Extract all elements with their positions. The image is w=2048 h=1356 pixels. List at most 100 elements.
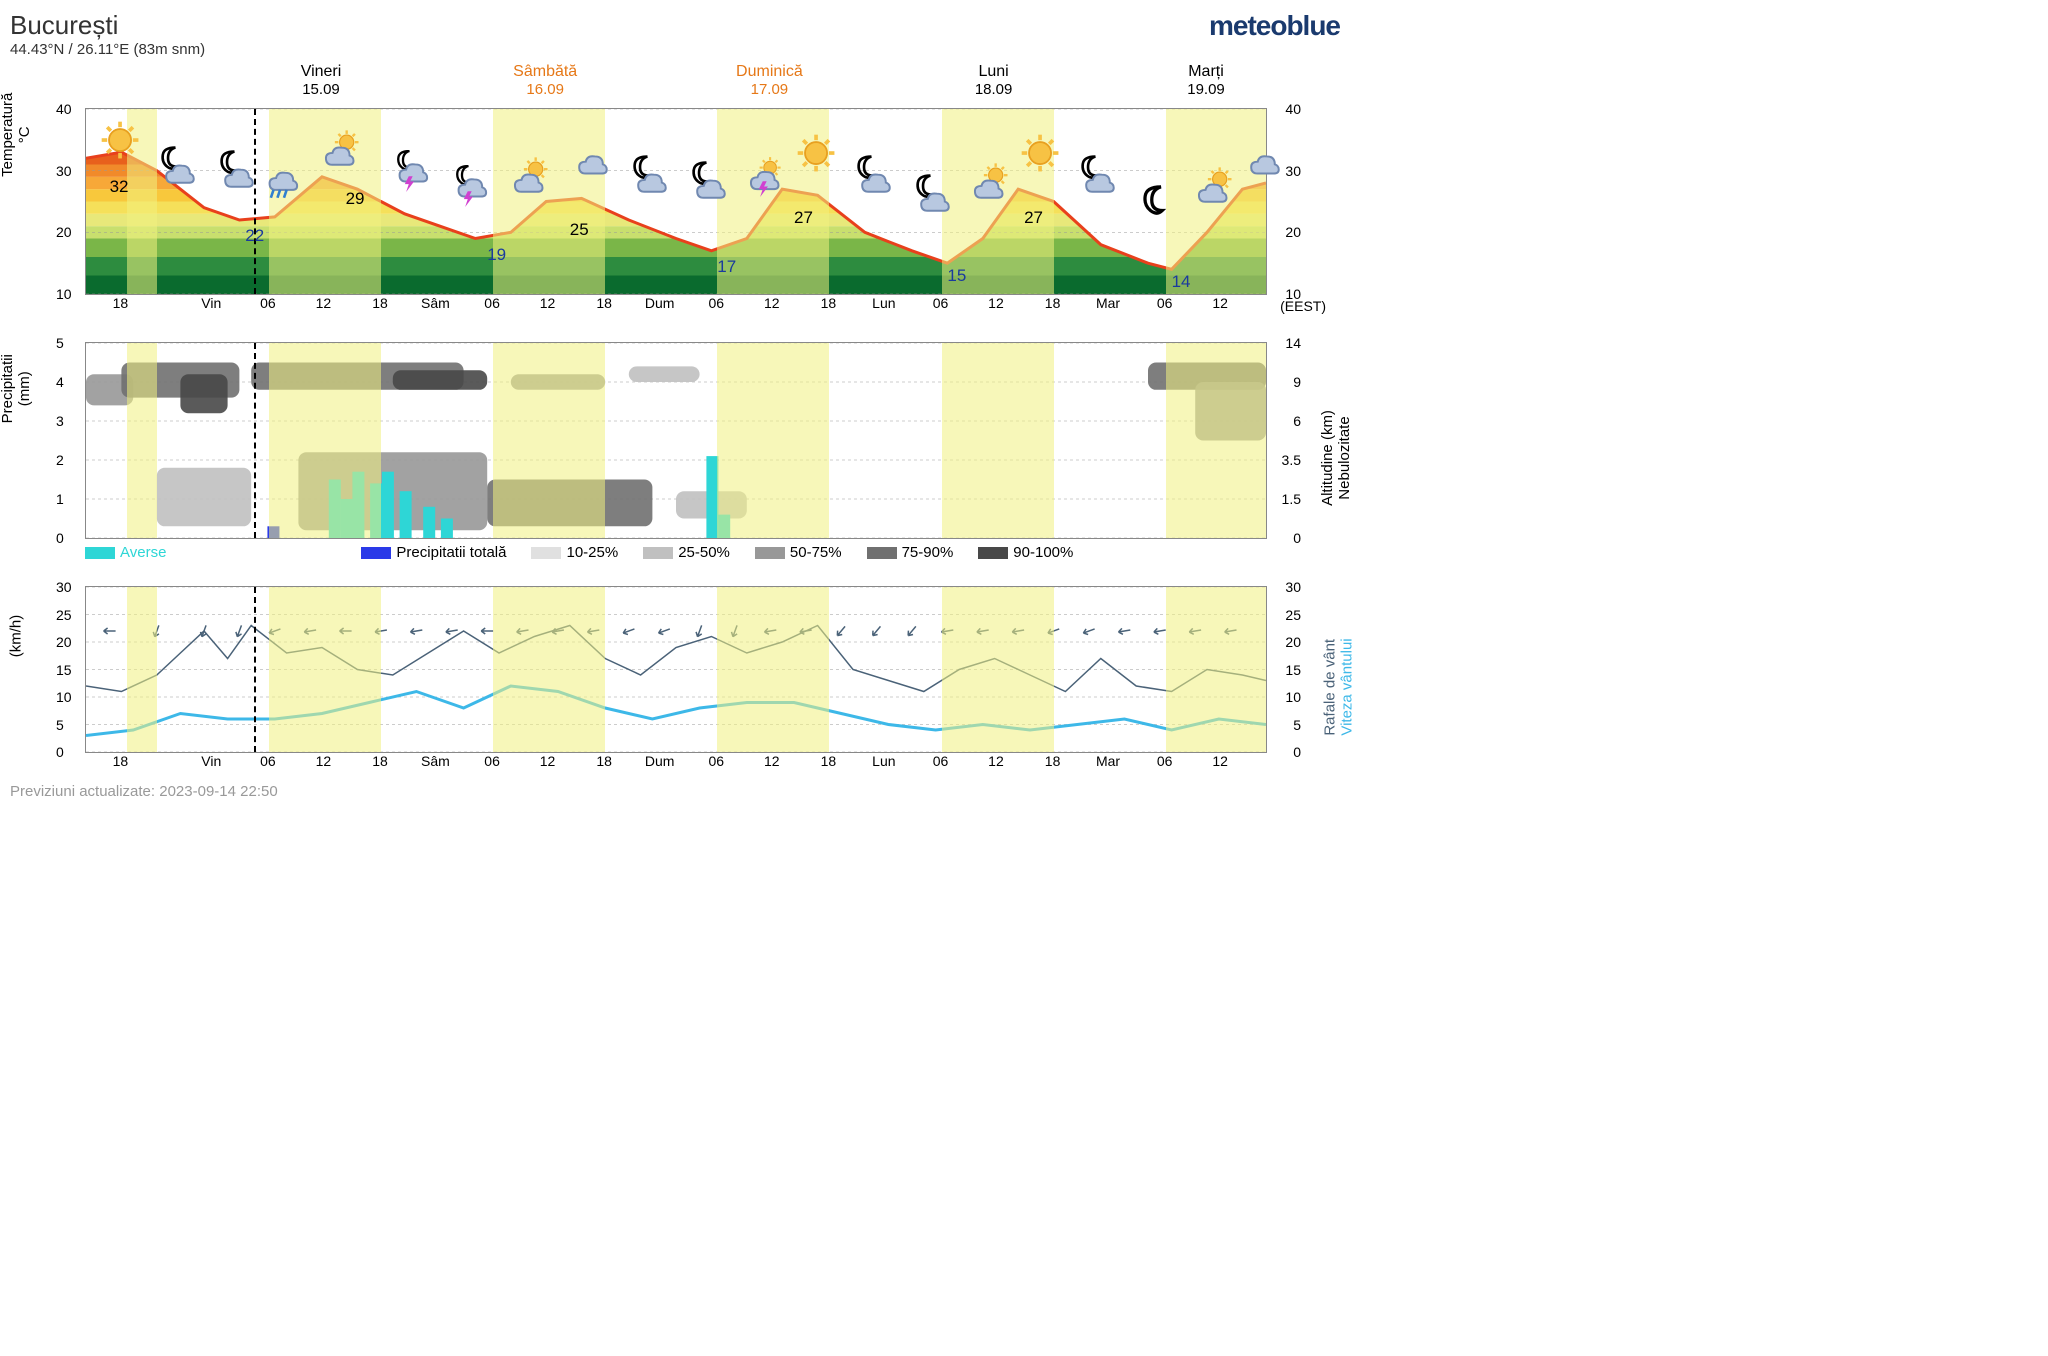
x-tick: 18 bbox=[1045, 295, 1061, 311]
temp-y-label: Temperatură°C bbox=[0, 92, 33, 176]
day-shade bbox=[493, 343, 605, 538]
y-tick: 10 bbox=[56, 286, 72, 302]
x-tick: 12 bbox=[764, 753, 780, 769]
y-tick-right: 20 bbox=[1285, 224, 1301, 240]
day-shade bbox=[942, 587, 1054, 752]
y-tick: 0 bbox=[56, 744, 64, 760]
x-tick: Sâm bbox=[421, 753, 450, 769]
y-tick-right: 15 bbox=[1285, 662, 1301, 678]
temp-label: 22 bbox=[245, 226, 264, 246]
day-shade bbox=[717, 587, 829, 752]
sun-cloud-icon bbox=[511, 155, 551, 195]
wind-y-label-right: Rafale de vânt Viteza vântului bbox=[1321, 638, 1355, 735]
x-tick: Sâm bbox=[421, 295, 450, 311]
y-tick: 5 bbox=[56, 717, 64, 733]
precip-y-label: Precipitatii(mm) bbox=[0, 354, 33, 423]
x-tick: 06 bbox=[1157, 295, 1173, 311]
x-tick: 12 bbox=[316, 295, 332, 311]
sun-icon bbox=[1018, 131, 1058, 171]
header: București 44.43°N / 26.11°E (83m snm) me… bbox=[10, 10, 1340, 58]
precip-legend: AversePrecipitatii totală10-25%25-50%50-… bbox=[85, 544, 1340, 561]
temp-label: 15 bbox=[947, 266, 966, 286]
day-shade bbox=[493, 587, 605, 752]
night-icon bbox=[1136, 179, 1176, 219]
wind-x-axis: 18Vin061218Sâm061218Dum061218Lun061218Ma… bbox=[85, 753, 1265, 775]
now-line bbox=[254, 587, 256, 752]
day-shade bbox=[942, 343, 1054, 538]
cloud-icon bbox=[570, 142, 610, 182]
now-line bbox=[254, 109, 256, 294]
x-tick: 06 bbox=[933, 753, 949, 769]
y-tick-right: 30 bbox=[1285, 163, 1301, 179]
temp-label: 29 bbox=[346, 189, 365, 209]
y-tick: 10 bbox=[56, 689, 72, 705]
day-header: Marți19.09 bbox=[1187, 63, 1225, 98]
day-header: Duminică17.09 bbox=[736, 63, 803, 98]
day-shade bbox=[493, 109, 605, 294]
sun-cloud-icon bbox=[1195, 165, 1235, 205]
night-cloud-icon bbox=[216, 150, 256, 190]
x-tick: 18 bbox=[372, 295, 388, 311]
y-tick: 15 bbox=[56, 662, 72, 678]
night-thunder-icon bbox=[393, 150, 433, 190]
now-line bbox=[254, 343, 256, 538]
cloud-rain-icon bbox=[263, 161, 303, 201]
y-tick: 5 bbox=[56, 335, 64, 351]
y-tick-right: 10 bbox=[1285, 286, 1301, 302]
x-tick: 12 bbox=[316, 753, 332, 769]
y-tick: 20 bbox=[56, 634, 72, 650]
y-tick-right: 0 bbox=[1293, 744, 1301, 760]
y-tick-right: 1.5 bbox=[1282, 491, 1301, 507]
temp-label: 19 bbox=[487, 245, 506, 265]
wind-y-label: (km/h) bbox=[8, 614, 25, 657]
cloud-icon bbox=[1242, 142, 1282, 182]
x-tick: Dum bbox=[645, 753, 675, 769]
day-header: Luni18.09 bbox=[975, 63, 1013, 98]
x-tick: 06 bbox=[933, 295, 949, 311]
location-coords: 44.43°N / 26.11°E (83m snm) bbox=[10, 41, 205, 58]
precip-svg bbox=[86, 343, 1266, 538]
temperature-panel: Temperatură°C (EEST) 1020304010203040322… bbox=[85, 108, 1267, 295]
x-tick: Mar bbox=[1096, 753, 1120, 769]
x-tick: 12 bbox=[540, 753, 556, 769]
x-tick: 18 bbox=[821, 295, 837, 311]
temperature-chart: Temperatură°C (EEST) 1020304010203040322… bbox=[10, 108, 1340, 317]
x-tick: 18 bbox=[1045, 753, 1061, 769]
day-headers: Vineri15.09Sâmbătă16.09Duminică17.09Luni… bbox=[85, 63, 1265, 103]
x-tick: 06 bbox=[260, 753, 276, 769]
x-tick: Vin bbox=[201, 753, 221, 769]
day-shade bbox=[269, 587, 381, 752]
x-tick: Mar bbox=[1096, 295, 1120, 311]
temp-label: 27 bbox=[1024, 208, 1043, 228]
cloud-y-label: Altitudine (km)Nebulozitate bbox=[1319, 410, 1353, 506]
night-cloud-icon bbox=[853, 155, 893, 195]
meteogram-container: București 44.43°N / 26.11°E (83m snm) me… bbox=[10, 10, 1340, 800]
night-cloud-icon bbox=[1077, 155, 1117, 195]
day-shade bbox=[127, 343, 157, 538]
sun-icon bbox=[98, 118, 138, 158]
y-tick: 3 bbox=[56, 413, 64, 429]
day-shade bbox=[717, 343, 829, 538]
temp-label: 32 bbox=[110, 177, 129, 197]
wind-svg bbox=[86, 587, 1266, 752]
x-tick: 18 bbox=[372, 753, 388, 769]
temp-label: 27 bbox=[794, 208, 813, 228]
y-tick-right: 40 bbox=[1285, 101, 1301, 117]
x-tick: 12 bbox=[540, 295, 556, 311]
night-cloud-icon bbox=[157, 146, 197, 186]
x-tick: 06 bbox=[260, 295, 276, 311]
x-tick: Lun bbox=[872, 295, 895, 311]
x-tick: 12 bbox=[1212, 295, 1228, 311]
y-tick-right: 10 bbox=[1285, 689, 1301, 705]
location-title: București bbox=[10, 10, 205, 41]
x-tick: Dum bbox=[645, 295, 675, 311]
x-tick: 06 bbox=[484, 753, 500, 769]
night-cloud-icon bbox=[912, 174, 952, 214]
y-tick: 0 bbox=[56, 530, 64, 546]
y-tick: 40 bbox=[56, 101, 72, 117]
wind-panel: (km/h) Rafale de vânt Viteza vântului 05… bbox=[85, 586, 1267, 753]
day-shade bbox=[1166, 587, 1266, 752]
y-tick-right: 30 bbox=[1285, 579, 1301, 595]
temp-x-axis: 18Vin061218Sâm061218Dum061218Lun061218Ma… bbox=[85, 295, 1265, 317]
day-shade bbox=[127, 587, 157, 752]
